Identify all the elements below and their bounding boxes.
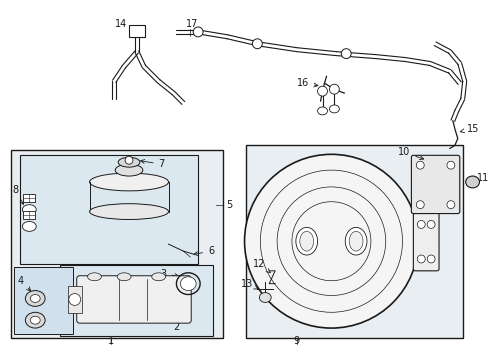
Circle shape [417, 255, 425, 263]
Ellipse shape [117, 273, 131, 281]
Ellipse shape [90, 204, 169, 220]
Ellipse shape [349, 231, 363, 251]
Ellipse shape [259, 293, 271, 302]
Text: 10: 10 [398, 147, 424, 159]
Text: 9: 9 [294, 336, 300, 346]
Circle shape [245, 154, 418, 328]
Ellipse shape [318, 107, 327, 115]
Circle shape [427, 255, 435, 263]
Circle shape [447, 201, 455, 209]
FancyBboxPatch shape [77, 276, 191, 323]
Text: 14: 14 [115, 19, 127, 29]
Circle shape [417, 220, 425, 228]
Ellipse shape [329, 105, 339, 113]
Circle shape [427, 220, 435, 228]
Text: 17: 17 [186, 19, 198, 29]
Bar [24, 194, 35, 202]
Ellipse shape [296, 228, 318, 255]
Text: 5: 5 [226, 200, 232, 210]
Ellipse shape [118, 157, 140, 167]
Circle shape [447, 161, 455, 169]
Ellipse shape [115, 164, 143, 176]
Ellipse shape [345, 228, 367, 255]
Ellipse shape [23, 205, 36, 215]
Circle shape [416, 201, 424, 209]
FancyBboxPatch shape [412, 155, 460, 213]
Bar [14, 267, 73, 334]
Bar [245, 145, 463, 338]
Circle shape [125, 156, 133, 164]
Ellipse shape [152, 273, 166, 281]
Ellipse shape [25, 312, 45, 328]
Text: 1: 1 [108, 336, 114, 346]
Ellipse shape [88, 273, 101, 281]
Ellipse shape [30, 294, 40, 302]
Text: 13: 13 [241, 279, 259, 289]
Ellipse shape [180, 277, 196, 291]
Ellipse shape [466, 176, 480, 188]
Bar [21, 155, 198, 264]
Text: 15: 15 [461, 124, 479, 134]
Text: 8: 8 [12, 185, 24, 204]
Bar [68, 285, 82, 313]
Circle shape [252, 39, 262, 49]
Circle shape [193, 27, 203, 37]
Ellipse shape [300, 231, 314, 251]
Text: 7: 7 [141, 159, 165, 169]
Circle shape [69, 293, 81, 305]
Circle shape [416, 161, 424, 169]
Ellipse shape [30, 316, 40, 324]
Circle shape [329, 84, 339, 94]
Circle shape [342, 49, 351, 59]
Text: 16: 16 [296, 78, 318, 88]
Bar [11, 150, 223, 338]
Text: 6: 6 [194, 246, 214, 256]
Bar [24, 211, 35, 219]
Ellipse shape [23, 221, 36, 231]
Text: 2: 2 [173, 322, 179, 332]
Ellipse shape [90, 173, 169, 191]
Text: 12: 12 [253, 259, 270, 273]
FancyBboxPatch shape [414, 212, 439, 271]
Text: 11: 11 [469, 173, 489, 183]
Text: 4: 4 [17, 276, 31, 291]
Text: 3: 3 [160, 269, 179, 279]
Ellipse shape [25, 291, 45, 306]
Bar [129, 25, 145, 37]
Circle shape [318, 86, 327, 96]
Bar [60, 265, 213, 336]
